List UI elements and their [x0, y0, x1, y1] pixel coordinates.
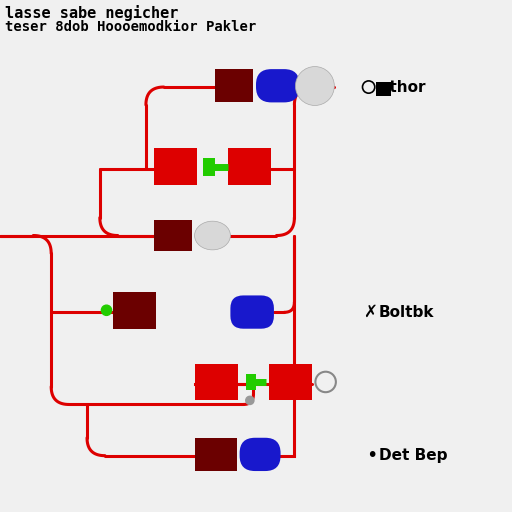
Bar	[195, 438, 237, 471]
Circle shape	[295, 67, 334, 105]
Bar	[376, 82, 391, 96]
Text: Boltbk: Boltbk	[379, 305, 434, 320]
Bar	[215, 69, 253, 102]
Bar	[203, 158, 215, 176]
Bar	[154, 220, 192, 251]
Text: ✗: ✗	[364, 303, 377, 322]
Bar	[228, 148, 271, 185]
Text: lasse sabe negicher: lasse sabe negicher	[5, 5, 179, 21]
FancyBboxPatch shape	[230, 295, 274, 329]
Text: teser 8dob Hoooemodkior Pakler: teser 8dob Hoooemodkior Pakler	[5, 20, 257, 34]
Circle shape	[246, 396, 254, 404]
Bar	[113, 292, 156, 329]
FancyBboxPatch shape	[240, 438, 281, 471]
Ellipse shape	[195, 221, 230, 250]
Text: ethor: ethor	[379, 79, 425, 95]
Text: Det Bep: Det Bep	[379, 448, 447, 463]
FancyBboxPatch shape	[256, 69, 300, 102]
Bar	[154, 148, 197, 185]
Bar	[195, 364, 238, 400]
Circle shape	[101, 305, 112, 315]
Bar	[246, 374, 256, 390]
Text: •: •	[366, 446, 377, 465]
Bar	[269, 364, 312, 400]
